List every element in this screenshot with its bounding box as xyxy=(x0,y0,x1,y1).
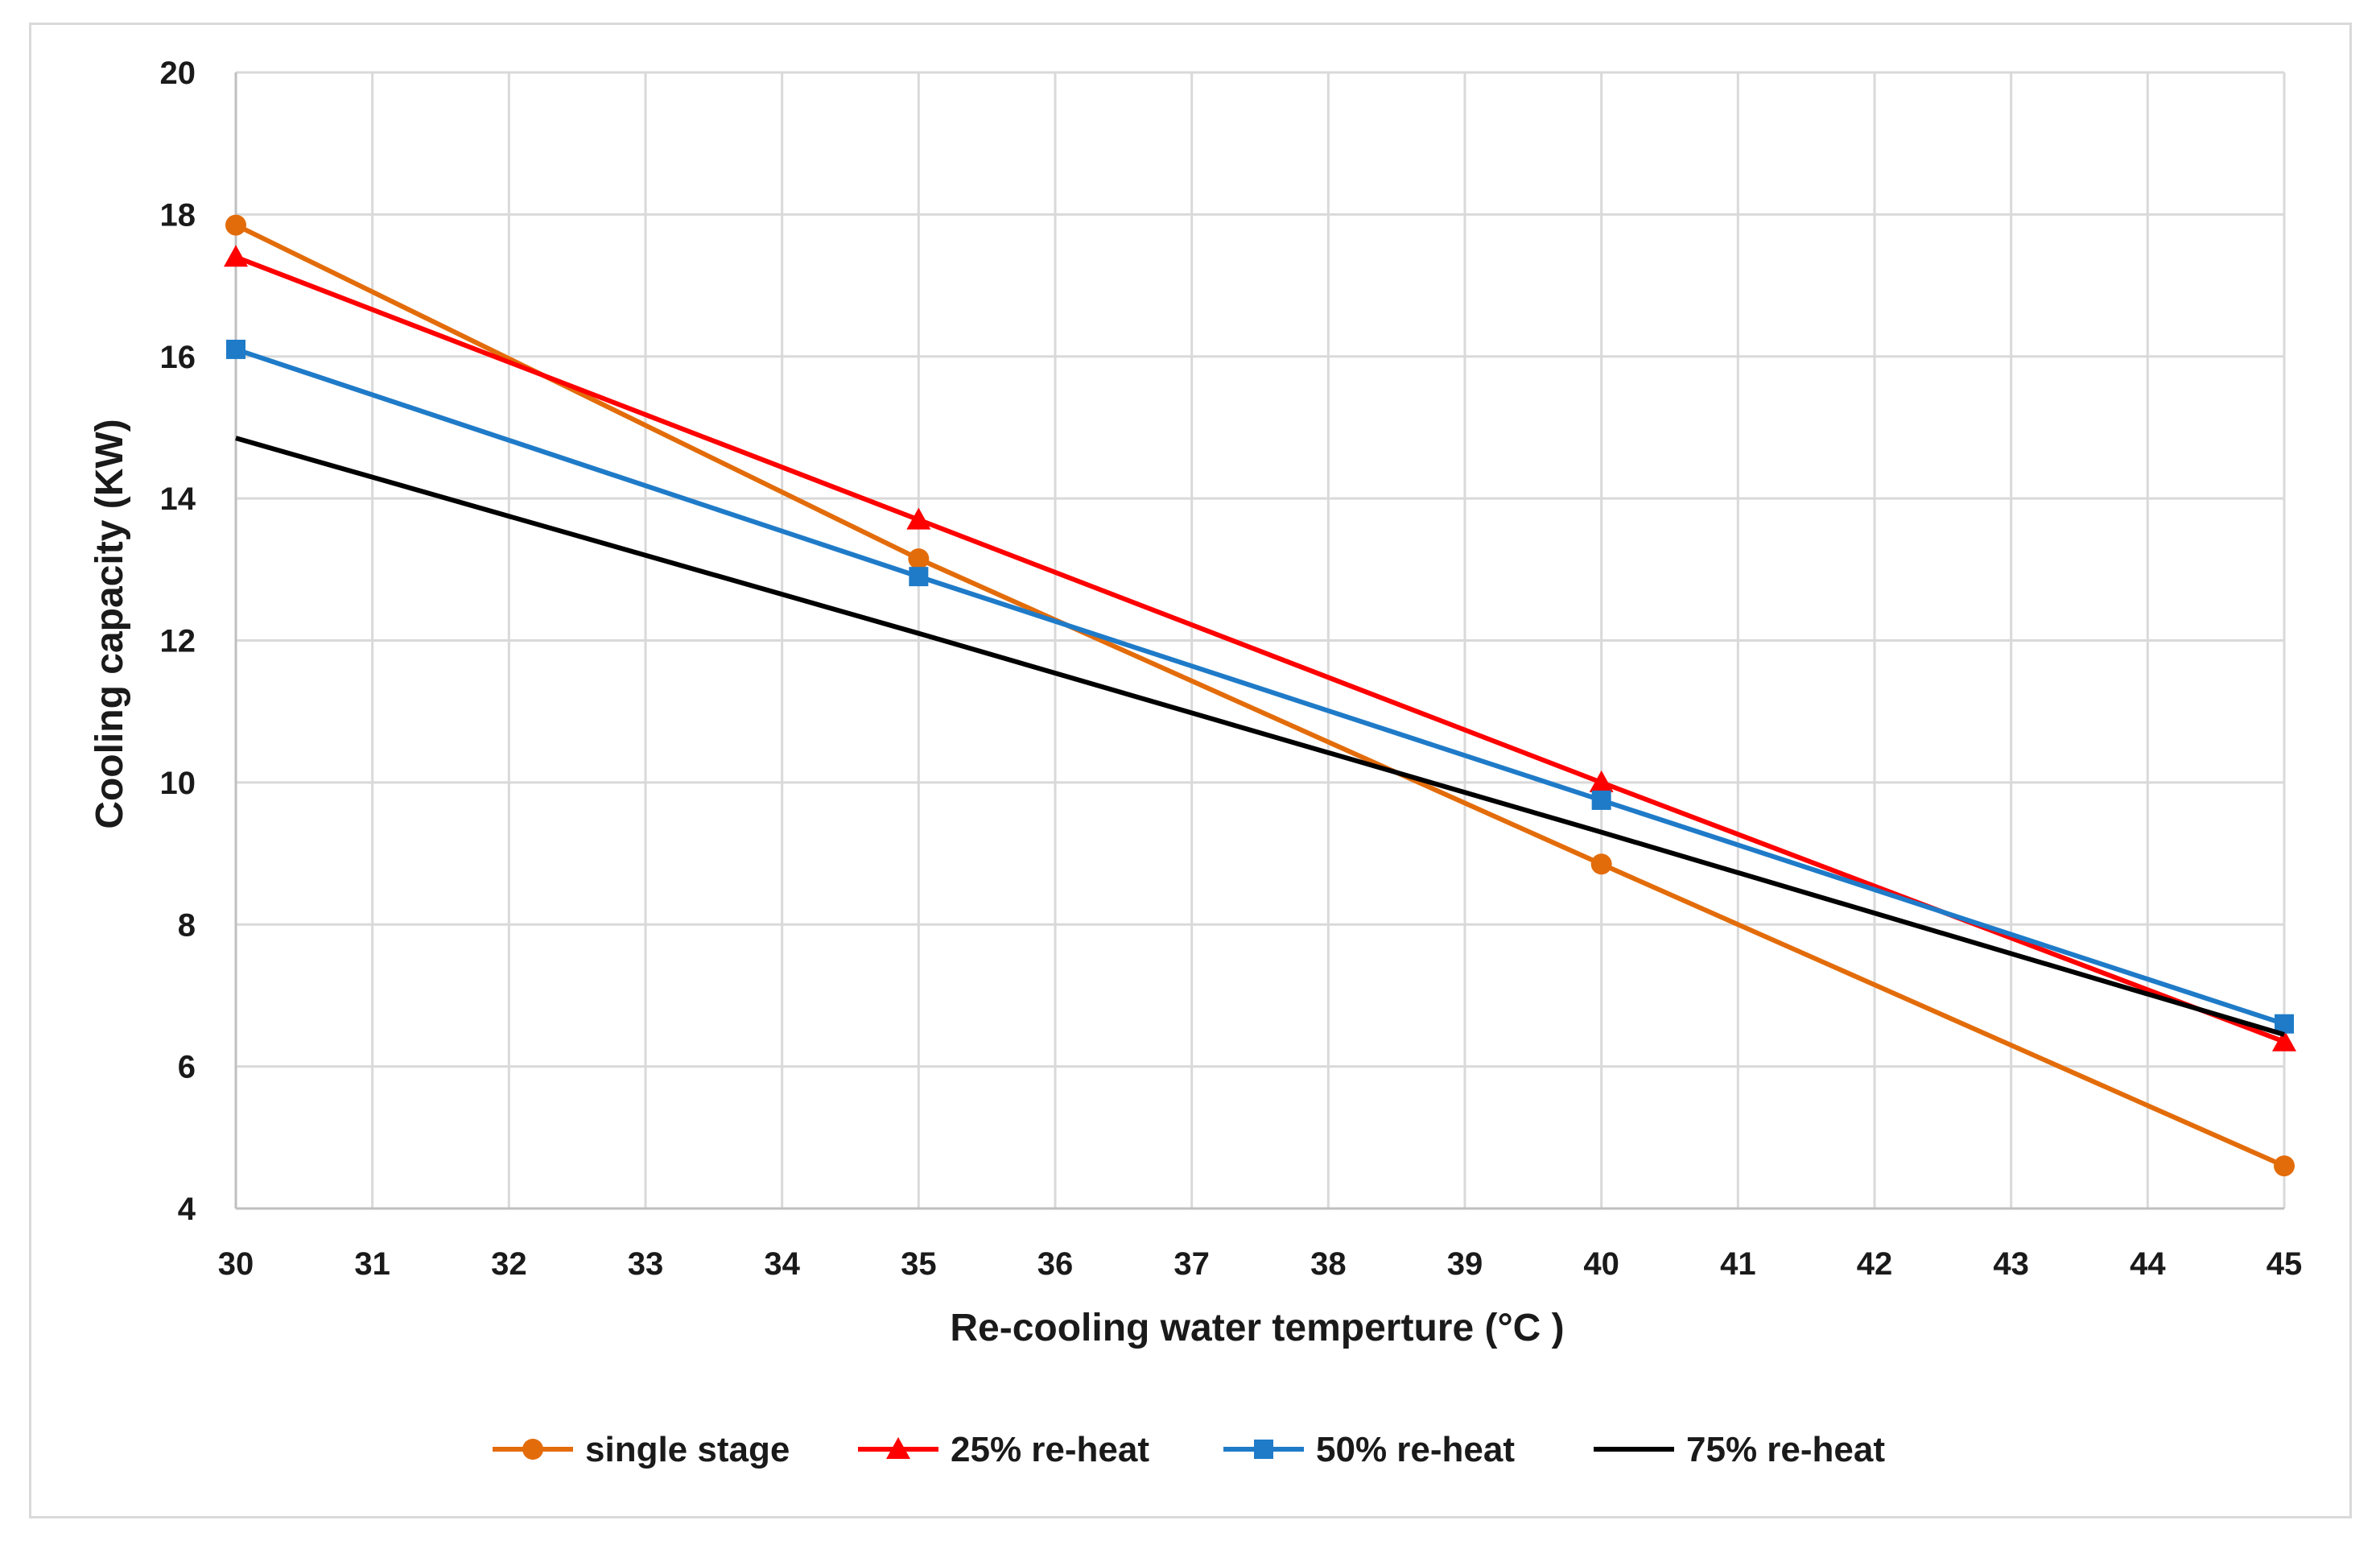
legend-label-50-re-heat: 50% re-heat xyxy=(1316,1430,1515,1469)
x-tick-34: 34 xyxy=(764,1246,800,1282)
chart-frame xyxy=(29,23,2352,1518)
x-axis-title: Re-cooling water temperture (°C ) xyxy=(950,1307,1564,1349)
x-tick-45: 45 xyxy=(2267,1246,2303,1282)
legend-marker-50-re-heat xyxy=(1254,1440,1273,1459)
y-tick-12: 12 xyxy=(160,624,196,659)
x-tick-40: 40 xyxy=(1583,1246,1619,1282)
x-tick-38: 38 xyxy=(1310,1246,1347,1282)
legend: single stage 25% re-heat 50% re-heat 75% re… xyxy=(493,1430,1885,1469)
x-tick-41: 41 xyxy=(1720,1246,1756,1282)
series-group xyxy=(224,214,2296,1177)
y-tick-10: 10 xyxy=(160,766,196,801)
y-tick-16: 16 xyxy=(160,340,196,375)
x-tick-44: 44 xyxy=(2130,1246,2166,1282)
data-point-single-stage-40 xyxy=(1590,853,1612,875)
data-point-50-re-heat-30 xyxy=(226,339,245,359)
x-tick-30: 30 xyxy=(218,1246,254,1282)
data-point-50-re-heat-35 xyxy=(909,567,929,587)
y-tick-18: 18 xyxy=(160,197,196,233)
legend-label-75-re-heat: 75% re-heat xyxy=(1686,1430,1885,1469)
y-axis-title: Cooling capacity (KW) xyxy=(89,419,131,828)
data-point-single-stage-35 xyxy=(908,548,930,570)
x-tick-36: 36 xyxy=(1037,1246,1074,1282)
data-point-25-re-heat-45 xyxy=(2272,1029,2296,1051)
data-point-25-re-heat-30 xyxy=(224,245,248,267)
y-tick-4: 4 xyxy=(178,1192,196,1227)
series-line-50-re-heat xyxy=(235,347,2285,1027)
series-50-re-heat xyxy=(226,339,2294,1034)
legend-label-25-re-heat: 25% re-heat xyxy=(951,1430,1149,1469)
legend-marker-single-stage xyxy=(522,1439,543,1460)
series-line-single-stage xyxy=(234,222,2286,1168)
data-point-25-re-heat-35 xyxy=(906,507,931,530)
legend-item-25-re-heat: 25% re-heat xyxy=(858,1430,1149,1469)
y-tick-labels: 4 6 8 10 12 14 16 18 20 xyxy=(160,56,196,1227)
x-tick-43: 43 xyxy=(1993,1246,2029,1282)
data-point-single-stage-45 xyxy=(2274,1155,2295,1177)
y-tick-14: 14 xyxy=(160,481,196,517)
y-tick-8: 8 xyxy=(178,907,196,943)
data-point-25-re-heat-40 xyxy=(1589,770,1614,792)
legend-item-75-re-heat: 75% re-heat xyxy=(1594,1430,1885,1469)
x-tick-33: 33 xyxy=(628,1246,664,1282)
data-point-50-re-heat-40 xyxy=(1591,790,1611,810)
y-tick-6: 6 xyxy=(178,1050,196,1085)
legend-label-single-stage: single stage xyxy=(585,1430,790,1469)
x-tick-35: 35 xyxy=(901,1246,937,1282)
legend-marker-25-re-heat xyxy=(886,1437,910,1459)
y-tick-20: 20 xyxy=(160,56,196,91)
series-line-75-re-heat xyxy=(235,436,2285,1037)
grid xyxy=(234,71,2286,1210)
x-tick-42: 42 xyxy=(1857,1246,1893,1282)
legend-item-50-re-heat: 50% re-heat xyxy=(1223,1430,1515,1469)
data-point-single-stage-30 xyxy=(225,214,246,236)
x-tick-32: 32 xyxy=(491,1246,527,1282)
x-tick-39: 39 xyxy=(1447,1246,1483,1282)
series-75-re-heat xyxy=(235,436,2285,1037)
series-single-stage xyxy=(225,214,2295,1177)
x-tick-37: 37 xyxy=(1174,1246,1210,1282)
series-25-re-heat xyxy=(224,245,2296,1051)
x-tick-labels: 30 31 32 33 34 35 36 37 38 39 40 41 42 43 44 45 xyxy=(218,1246,2303,1282)
legend-item-single-stage: single stage xyxy=(493,1430,790,1469)
x-tick-31: 31 xyxy=(354,1246,390,1282)
